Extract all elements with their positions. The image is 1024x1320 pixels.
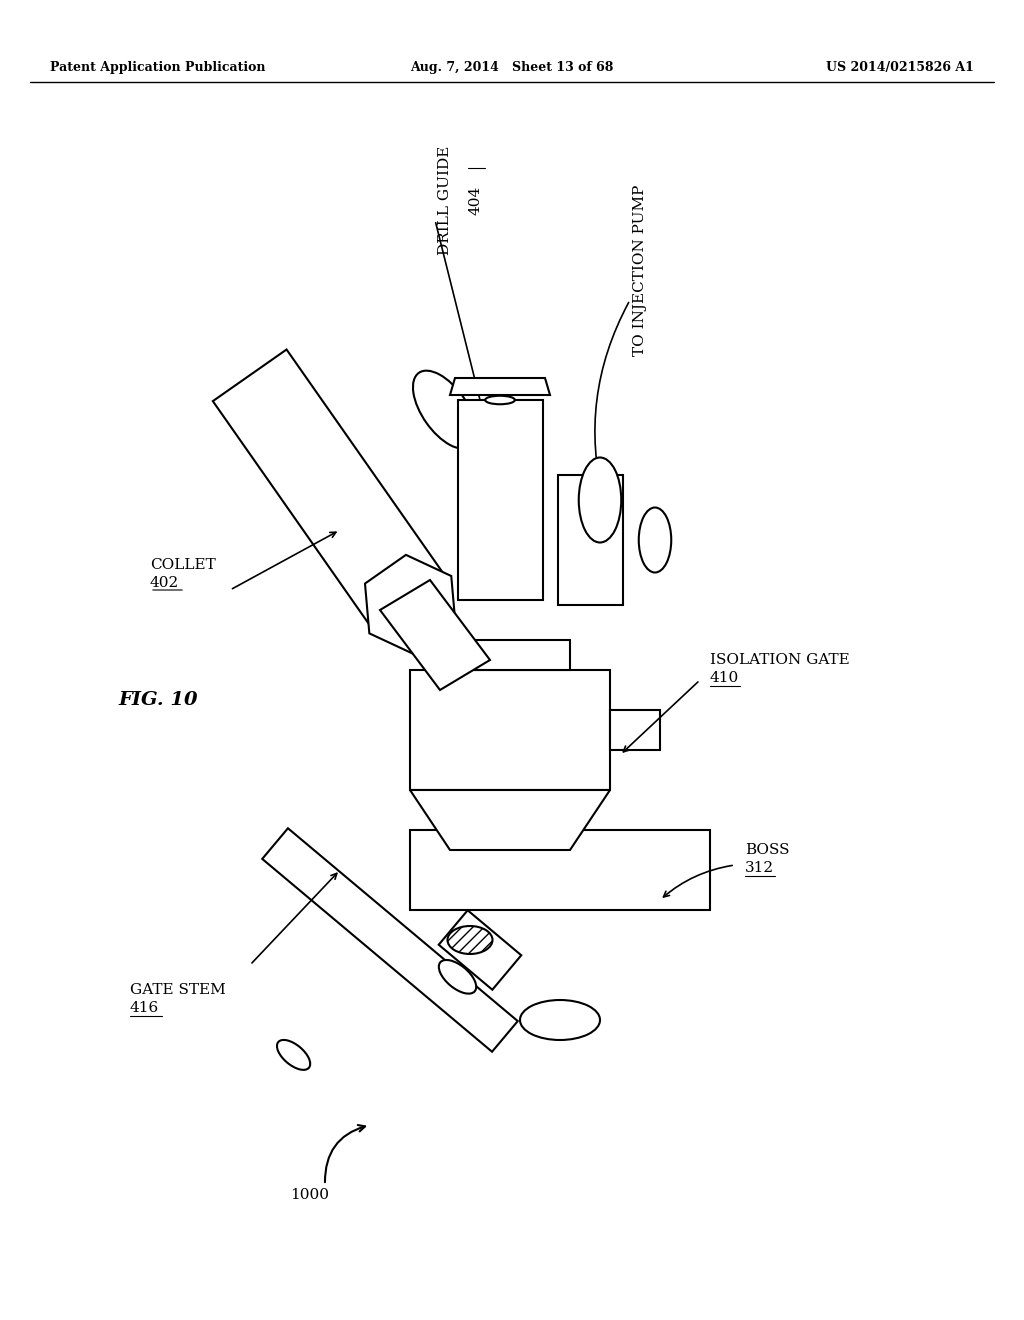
Polygon shape [557, 475, 623, 605]
Ellipse shape [447, 927, 493, 954]
Text: Patent Application Publication: Patent Application Publication [50, 62, 265, 74]
Text: 416: 416 [130, 1001, 160, 1015]
Text: GATE STEM: GATE STEM [130, 983, 225, 997]
Text: US 2014/0215826 A1: US 2014/0215826 A1 [826, 62, 974, 74]
Polygon shape [262, 828, 518, 1052]
Polygon shape [610, 710, 660, 750]
Text: COLLET: COLLET [150, 558, 216, 572]
Text: TO INJECTION PUMP: TO INJECTION PUMP [633, 185, 647, 355]
Text: 312: 312 [745, 861, 774, 875]
Text: 404: 404 [468, 185, 482, 215]
Polygon shape [450, 378, 550, 395]
Polygon shape [410, 830, 710, 909]
Text: BOSS: BOSS [745, 843, 790, 857]
Ellipse shape [579, 458, 622, 543]
Text: ISOLATION GATE: ISOLATION GATE [710, 653, 850, 667]
Text: 1000: 1000 [291, 1188, 330, 1203]
Ellipse shape [276, 1040, 310, 1071]
Text: FIG. 10: FIG. 10 [118, 690, 198, 709]
Polygon shape [438, 911, 521, 990]
Ellipse shape [413, 371, 476, 449]
Ellipse shape [485, 396, 515, 404]
Ellipse shape [520, 700, 600, 741]
Polygon shape [458, 400, 543, 601]
Text: Aug. 7, 2014   Sheet 13 of 68: Aug. 7, 2014 Sheet 13 of 68 [411, 62, 613, 74]
FancyArrowPatch shape [325, 1125, 366, 1183]
Polygon shape [213, 350, 447, 631]
Polygon shape [380, 579, 490, 690]
Polygon shape [450, 640, 570, 671]
Text: 402: 402 [150, 576, 179, 590]
Text: 410: 410 [710, 671, 739, 685]
Polygon shape [410, 671, 610, 789]
Ellipse shape [520, 1001, 600, 1040]
Ellipse shape [639, 507, 672, 573]
Ellipse shape [439, 960, 476, 994]
Polygon shape [365, 554, 456, 655]
Text: DRILL GUIDE: DRILL GUIDE [438, 145, 452, 255]
Polygon shape [410, 789, 610, 850]
